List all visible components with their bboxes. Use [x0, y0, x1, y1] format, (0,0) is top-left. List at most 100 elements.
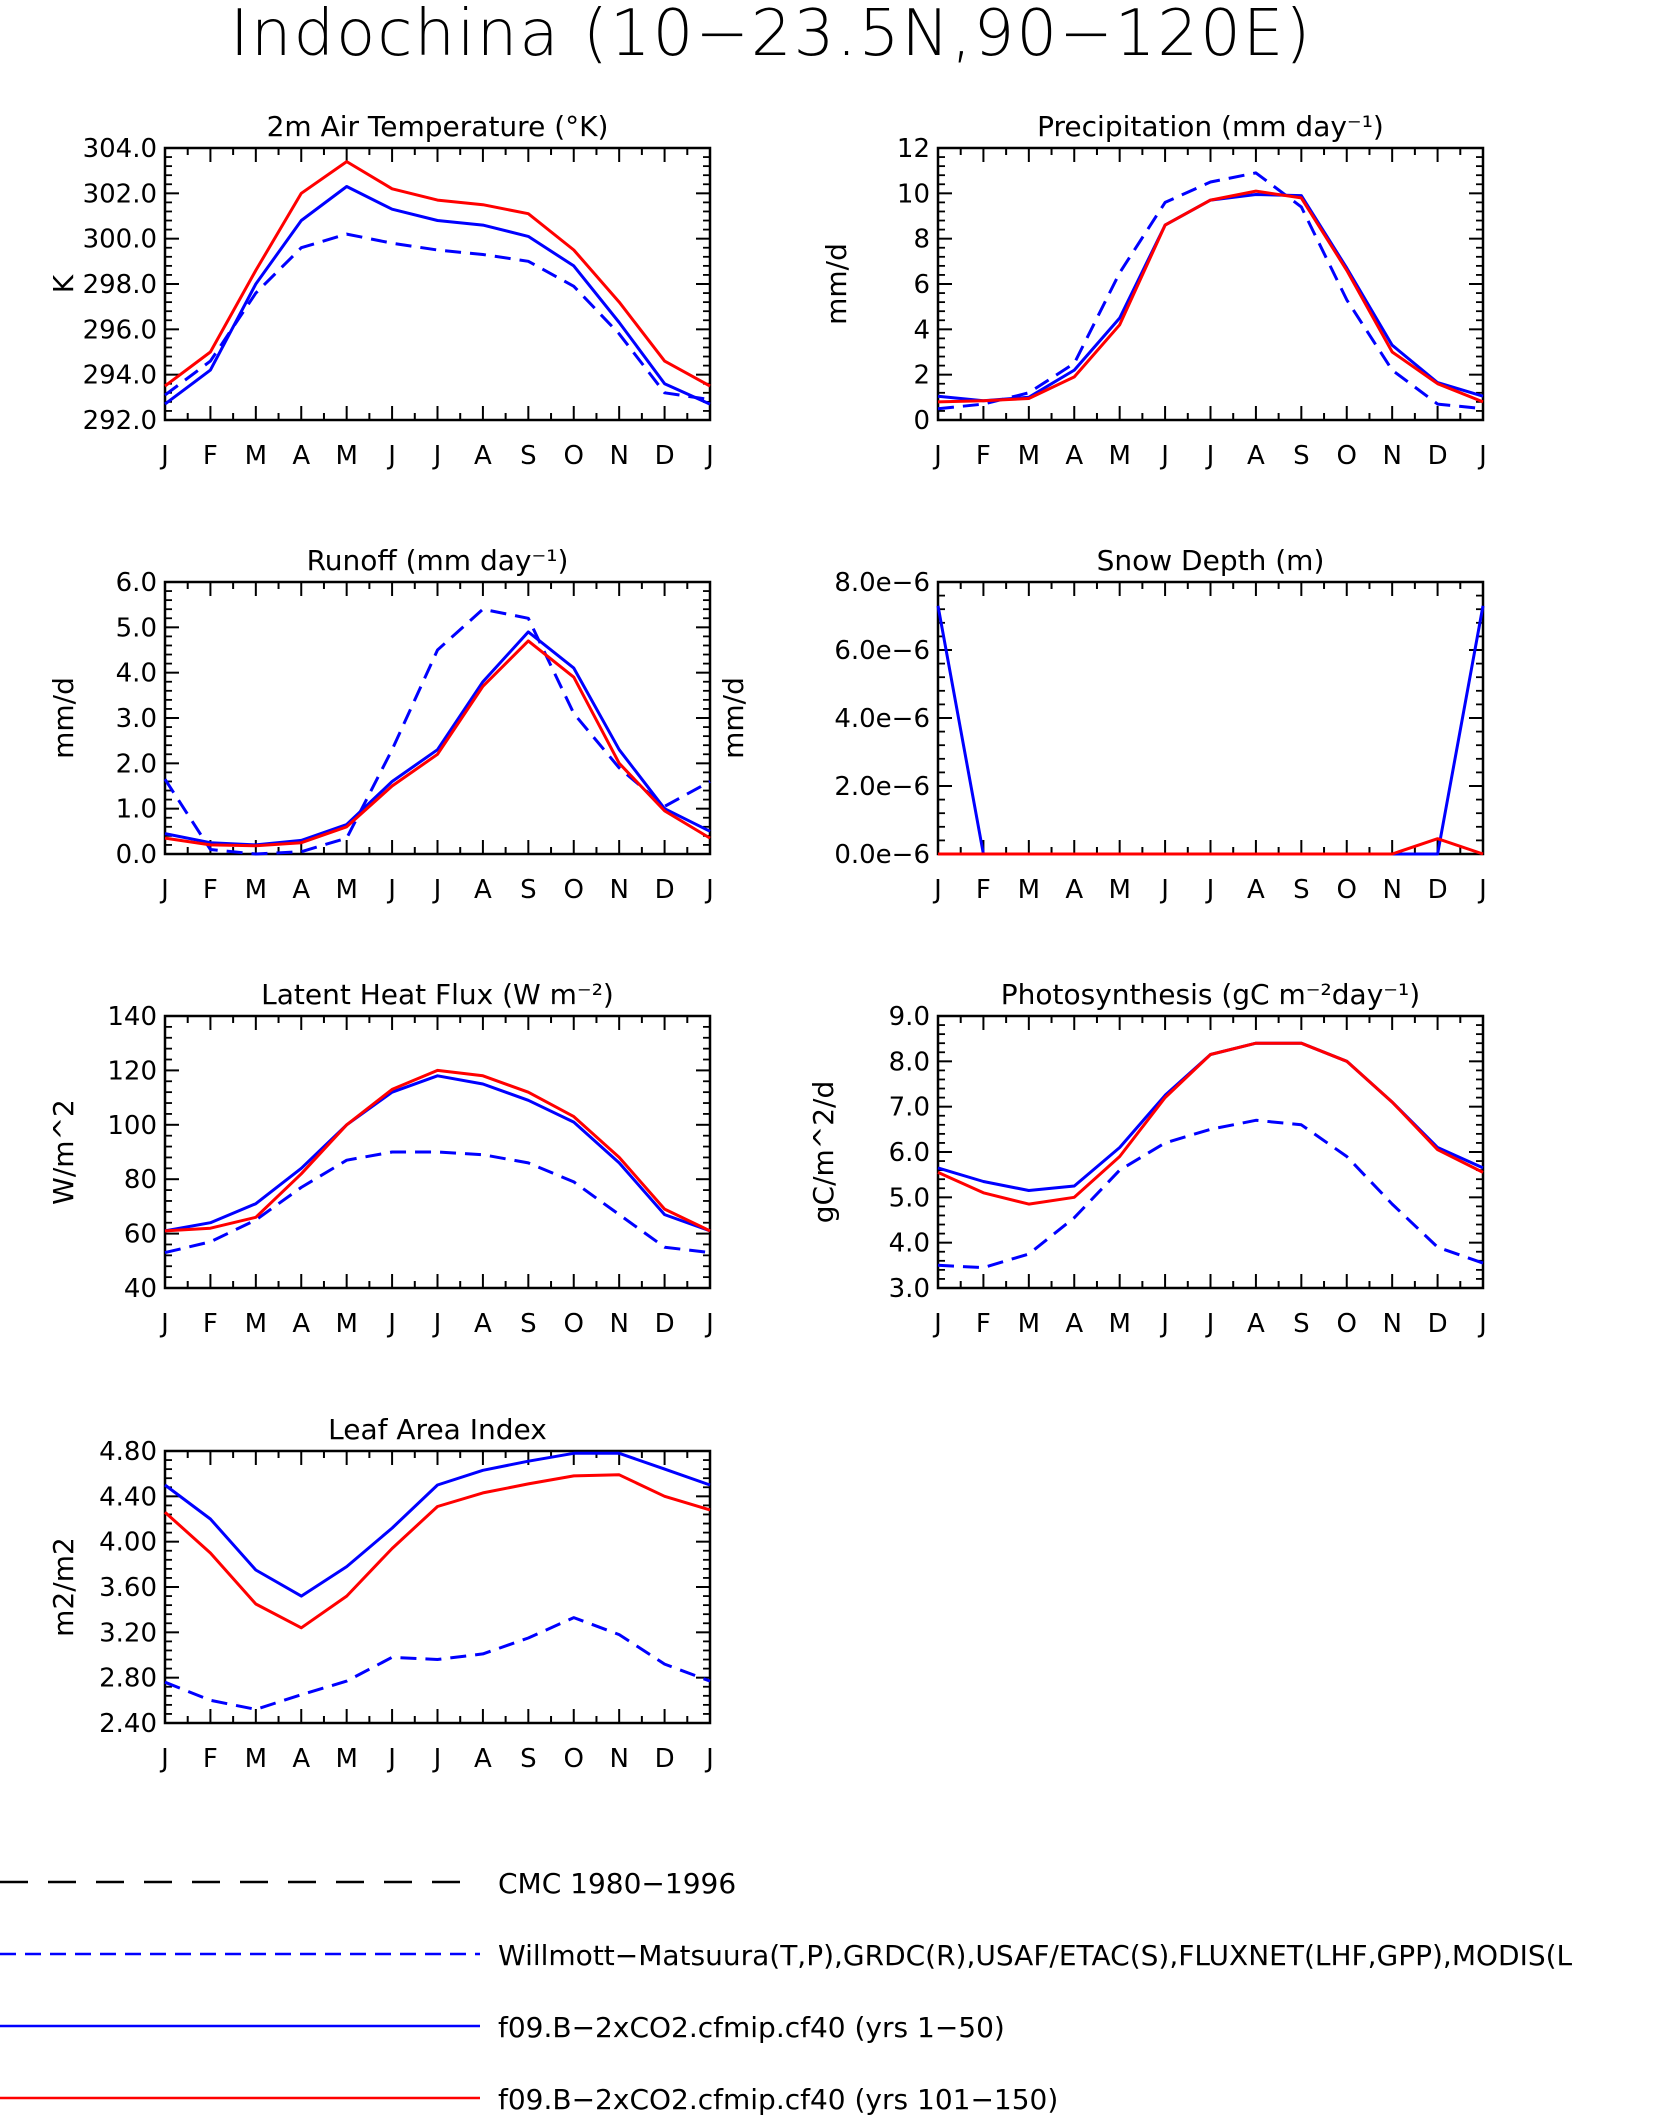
legend-label: f09.B−2xCO2.cfmip.cf40 (yrs 1−50): [498, 2011, 1005, 2044]
x-tick-label: J: [432, 441, 442, 471]
x-tick-label: J: [432, 1309, 442, 1339]
y-tick-label: 3.60: [99, 1573, 157, 1603]
x-tick-label: J: [1477, 441, 1487, 471]
x-tick-label: M: [1108, 441, 1130, 471]
y-tick-label: 5.0: [889, 1183, 930, 1213]
x-tick-label: J: [1205, 1309, 1215, 1339]
plot-frame: [936, 146, 1485, 422]
y-tick-label: 40: [124, 1274, 157, 1304]
series-line-red-solid: [164, 1068, 711, 1233]
x-tick-label: M: [1108, 875, 1130, 905]
x-tick-label: J: [932, 875, 942, 905]
y-tick-label: 4.0: [116, 659, 157, 689]
y-tick-label: 1.0: [116, 795, 157, 825]
x-tick-label: A: [1065, 1309, 1083, 1339]
x-tick-label: J: [386, 1309, 396, 1339]
x-tick-label: N: [609, 1744, 628, 1774]
x-tick-label: D: [655, 875, 675, 905]
x-tick-label: A: [1247, 1309, 1265, 1339]
y-tick-label: 0.0: [116, 840, 157, 870]
x-tick-label: M: [245, 1744, 267, 1774]
plot-frame: [936, 1014, 1485, 1290]
y-tick-label: 80: [124, 1165, 157, 1195]
x-tick-label: J: [1159, 441, 1169, 471]
y-tick-label: 6.0: [889, 1138, 930, 1168]
x-tick-label: O: [564, 441, 584, 471]
x-tick-label: F: [976, 875, 991, 905]
y-axis-label: K: [47, 274, 80, 293]
series-line-blue-solid: [937, 1041, 1484, 1192]
series-line-blue-solid: [164, 630, 711, 847]
x-tick-label: D: [1428, 1309, 1448, 1339]
x-tick-label: F: [976, 441, 991, 471]
series-line-blue-solid: [164, 185, 711, 406]
x-tick-label: S: [1293, 441, 1310, 471]
x-tick-label: A: [292, 875, 310, 905]
x-tick-label: O: [1337, 441, 1357, 471]
x-tick-label: M: [1018, 1309, 1040, 1339]
plot-frame: [163, 1449, 712, 1725]
x-tick-label: M: [335, 875, 357, 905]
y-tick-label: 140: [107, 1002, 157, 1032]
x-tick-label: M: [245, 441, 267, 471]
series-line-red-solid: [164, 639, 711, 848]
x-tick-label: A: [474, 1309, 492, 1339]
y-tick-label: 4: [913, 315, 930, 345]
x-tick-label: J: [1477, 875, 1487, 905]
y-tick-label: 4.0: [889, 1229, 930, 1259]
panel-gpp: Photosynthesis (gC m⁻²day⁻¹)gC/m^2/dJ F M A…: [807, 978, 1487, 1339]
x-tick-label: J: [1205, 441, 1215, 471]
y-tick-label: 5.0: [116, 613, 157, 643]
series-line-red-solid: [937, 189, 1484, 404]
panel-title: Leaf Area Index: [328, 1413, 547, 1446]
y-tick-label: 3.0: [889, 1274, 930, 1304]
y-tick-label: 304.0: [83, 134, 157, 164]
panel-title: Runoff (mm day⁻¹): [307, 544, 569, 577]
y-tick-label: 2.0e−6: [834, 772, 930, 802]
x-tick-label: M: [245, 875, 267, 905]
y-tick-label: 0.0e−6: [834, 840, 930, 870]
x-tick-label: F: [203, 1309, 218, 1339]
y-tick-label: 298.0: [83, 270, 157, 300]
y-tick-label: 2.80: [99, 1664, 157, 1694]
y-axis-label: mm/d: [47, 677, 80, 759]
y-tick-label: 4.00: [99, 1528, 157, 1558]
y-tick-label: 4.80: [99, 1437, 157, 1467]
x-tick-label: S: [520, 441, 537, 471]
x-tick-label: M: [335, 1309, 357, 1339]
x-tick-label: S: [1293, 1309, 1310, 1339]
y-tick-label: 60: [124, 1220, 157, 1250]
y-tick-label: 3.20: [99, 1618, 157, 1648]
x-tick-label: O: [1337, 1309, 1357, 1339]
x-tick-label: J: [704, 441, 714, 471]
y-tick-label: 2: [913, 361, 930, 391]
series-line-blue-dash: [937, 171, 1484, 411]
y-tick-label: 0: [913, 406, 930, 436]
legend-entry: CMC 1980−1996: [0, 1867, 736, 1900]
y-tick-label: 100: [107, 1111, 157, 1141]
x-tick-label: D: [1428, 441, 1448, 471]
series-line-blue-dash: [163, 607, 711, 856]
x-tick-label: N: [1382, 1309, 1401, 1339]
x-tick-label: A: [1247, 875, 1265, 905]
y-axis-label: m2/m2: [47, 1537, 80, 1637]
x-tick-label: M: [1018, 875, 1040, 905]
series-line-red-solid: [937, 1041, 1484, 1206]
legend-entry: Willmott−Matsuura(T,P),GRDC(R),USAF/ETAC…: [0, 1939, 1573, 1972]
y-tick-label: 12: [897, 134, 930, 164]
y-tick-label: 7.0: [889, 1093, 930, 1123]
x-tick-label: J: [159, 875, 169, 905]
x-tick-label: M: [1018, 441, 1040, 471]
panel-lhf: Latent Heat Flux (W m⁻²)W/m^2J F M A M J J A S O N…: [47, 978, 714, 1339]
x-tick-label: J: [386, 441, 396, 471]
y-tick-label: 8.0e−6: [834, 568, 930, 598]
x-tick-label: A: [474, 875, 492, 905]
y-axis-label: mm/d: [820, 243, 853, 325]
panel-title: Precipitation (mm day⁻¹): [1037, 110, 1384, 143]
y-axis-label: W/m^2: [47, 1099, 80, 1205]
x-tick-label: M: [1108, 1309, 1130, 1339]
x-tick-label: M: [335, 1744, 357, 1774]
x-tick-label: M: [245, 1309, 267, 1339]
x-tick-label: N: [609, 875, 628, 905]
